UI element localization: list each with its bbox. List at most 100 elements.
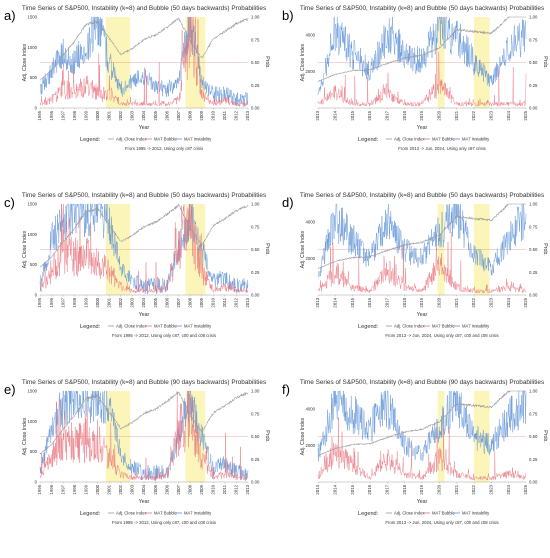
x-tick-label: 2003 — [130, 110, 135, 120]
y-axis-label-right: Prob. — [542, 56, 548, 68]
x-tick-label: 2013 — [245, 484, 250, 494]
series-line-bubble — [39, 203, 249, 294]
x-tick-label: 2000 — [95, 484, 100, 494]
x-axis-label: Year — [417, 125, 428, 131]
y-tick-label: 0 — [35, 106, 38, 111]
legend-entry: Adj. Close Index — [394, 324, 425, 329]
legend-title: Legend: — [358, 511, 379, 517]
x-tick-label: 2013 — [245, 297, 250, 307]
x-tick-label: 2020 — [437, 110, 442, 120]
legend-entry: MA7 Bubble — [432, 324, 455, 329]
x-tick-label: 1995 — [37, 484, 42, 494]
chart-note: From 1995 -> 2012, Using only c87 crisis — [125, 146, 203, 151]
legend-entry: Adj. Close Index — [116, 511, 147, 516]
y-axis-label: Adj. Close Index — [300, 417, 306, 455]
series-line-close-index — [39, 391, 249, 455]
y-tick-label-right: 0.75 — [529, 224, 538, 229]
y-tick-label-right: 1.00 — [529, 202, 538, 207]
x-tick-label: 1995 — [37, 297, 42, 307]
y-tick-label-right: 0.00 — [251, 293, 260, 298]
y-tick-label-right: 0.75 — [529, 37, 538, 42]
x-tick-label: 2021 — [454, 297, 459, 307]
x-tick-label: 2025 — [523, 484, 528, 494]
x-tick-label: 2019 — [419, 110, 424, 120]
x-tick-label: 1999 — [83, 484, 88, 494]
x-tick-label: 2020 — [437, 484, 442, 494]
y-axis-label-right: Prob. — [542, 243, 548, 255]
chart-title: Time Series of S&P500, Instability (k=8)… — [300, 5, 544, 12]
y-tick-label: 4000 — [305, 220, 315, 225]
legend-title: Legend: — [80, 324, 101, 330]
x-tick-label: 1996 — [49, 110, 54, 120]
y-tick-label-right: 0.50 — [529, 60, 538, 65]
series-line-close-index — [39, 17, 249, 81]
panel-label: c) — [4, 195, 15, 210]
series-line-bubble — [317, 231, 527, 294]
chart-svg: a) Time Series of S&P500, Instability (k=… — [4, 5, 270, 151]
y-tick-label-right: 0.75 — [251, 37, 260, 42]
chart-panel: e) Time Series of S&P500, Instability (k=… — [0, 374, 272, 556]
y-axis-label-right: Prob. — [264, 430, 270, 442]
x-axis-label: Year — [139, 125, 150, 131]
y-tick-label-right: 0.50 — [529, 434, 538, 439]
y-tick-label: 2000 — [305, 256, 315, 261]
x-tick-label: 2014 — [333, 484, 338, 494]
series-line-close-index — [317, 390, 526, 457]
x-tick-label: 2007 — [176, 297, 181, 307]
series-line-instability — [39, 203, 249, 295]
x-tick-label: 2002 — [118, 110, 123, 120]
x-tick-label: 2009 — [199, 297, 204, 307]
y-tick-label-right: 0.25 — [251, 270, 260, 275]
x-tick-label: 1997 — [60, 110, 65, 120]
legend-entry: MA7 Bubble — [154, 137, 177, 142]
legend-title: Legend: — [358, 324, 379, 330]
x-tick-label: 1999 — [83, 110, 88, 120]
legend-entry: MA7 Instability — [184, 137, 212, 142]
legend-entry: MA7 Instability — [462, 137, 490, 142]
y-tick-label: 500 — [30, 449, 38, 454]
x-tick-label: 2006 — [164, 110, 169, 120]
y-tick-label: 2000 — [305, 69, 315, 74]
y-axis-label: Adj. Close Index — [300, 43, 306, 81]
y-tick-label-right: 0.50 — [529, 247, 538, 252]
y-tick-label: 1500 — [27, 389, 37, 394]
x-tick-label: 2014 — [333, 110, 338, 120]
x-tick-label: 1998 — [72, 484, 77, 494]
y-tick-label: 500 — [30, 262, 38, 267]
chart-svg: c) Time Series of S&P500, Instability (k=… — [4, 192, 270, 338]
x-axis-label: Year — [139, 312, 150, 318]
y-tick-label: 1000 — [27, 45, 37, 50]
chart-title: Time Series of S&P500, Instability (k=8)… — [22, 192, 266, 199]
x-tick-label: 2007 — [176, 484, 181, 494]
x-tick-label: 2018 — [402, 484, 407, 494]
x-tick-label: 2023 — [489, 110, 494, 120]
x-tick-label: 2001 — [107, 484, 112, 494]
y-tick-label: 4000 — [305, 407, 315, 412]
x-tick-label: 2013 — [245, 110, 250, 120]
series-line-instability — [317, 390, 527, 462]
y-tick-label-right: 0.00 — [529, 480, 538, 485]
chart-note: From 1995 -> 2012, Using only c87, c00 a… — [112, 520, 216, 525]
x-tick-label: 1996 — [49, 297, 54, 307]
chart-svg: d) Time Series of S&P500, Instability (k=… — [282, 192, 548, 338]
series-line-instability — [39, 16, 249, 107]
legend-title: Legend: — [358, 137, 379, 143]
x-tick-label: 2012 — [234, 484, 239, 494]
y-tick-label-right: 0.75 — [251, 224, 260, 229]
x-tick-label: 2004 — [141, 110, 146, 120]
x-tick-label: 2002 — [118, 297, 123, 307]
x-tick-label: 1998 — [72, 110, 77, 120]
x-tick-label: 2011 — [222, 110, 227, 120]
series-line-bubble — [317, 417, 527, 481]
chart-svg: f) Time Series of S&P500, Instability (k=… — [282, 379, 548, 525]
x-tick-label: 2018 — [402, 110, 407, 120]
x-tick-label: 2013 — [315, 297, 320, 307]
x-axis-label: Year — [417, 312, 428, 318]
x-tick-label: 2024 — [506, 484, 511, 494]
y-tick-label: 500 — [30, 75, 38, 80]
x-tick-label: 2015 — [350, 297, 355, 307]
x-tick-label: 2007 — [176, 110, 181, 120]
y-tick-label-right: 0.50 — [251, 60, 260, 65]
panel-label: f) — [282, 382, 290, 397]
x-tick-label: 2011 — [222, 484, 227, 494]
